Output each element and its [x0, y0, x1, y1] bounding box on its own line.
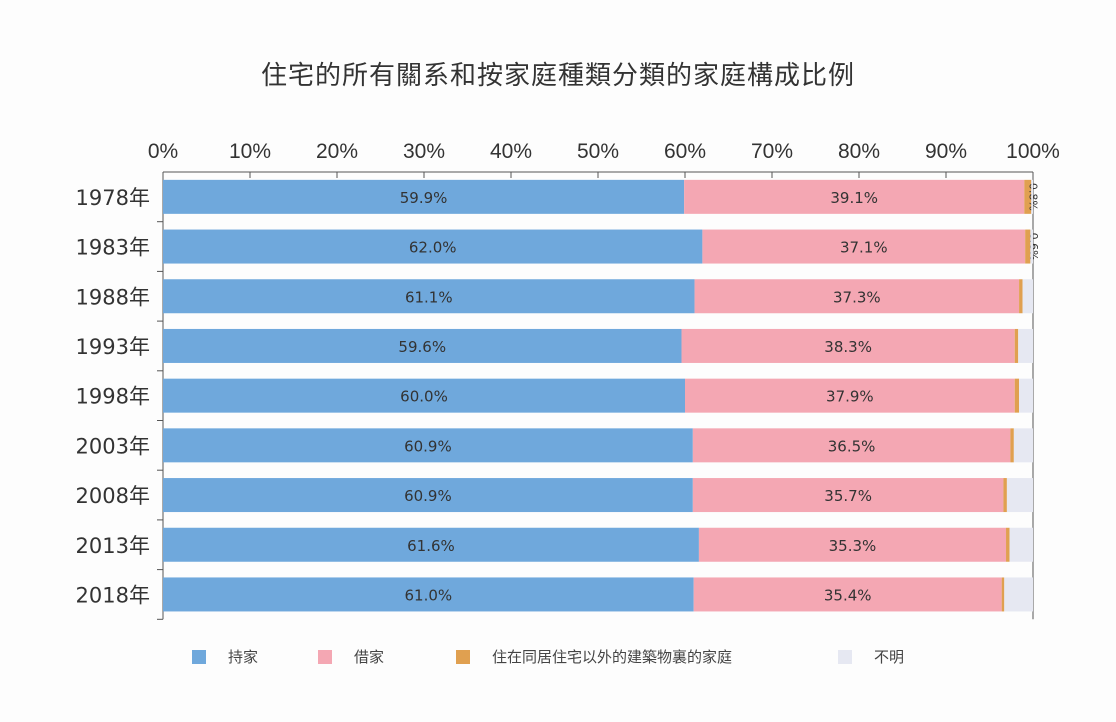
legend-swatch	[318, 649, 332, 664]
bar-1	[702, 229, 1026, 264]
x-tick-label: 70%	[751, 140, 793, 163]
data-label: 59.6%	[398, 338, 446, 356]
bar-0	[163, 527, 699, 562]
data-label: 61.1%	[405, 288, 453, 306]
legend-swatch	[838, 649, 852, 664]
bar-0	[163, 229, 703, 264]
data-label: 62.0%	[409, 239, 457, 257]
bar-1	[692, 478, 1004, 513]
x-tick-label: 40%	[490, 140, 532, 163]
bar-3	[1013, 428, 1033, 463]
y-category-label: 1993年	[76, 335, 150, 359]
x-tick-label: 20%	[316, 140, 358, 163]
legend-label: 持家	[228, 648, 259, 666]
x-tick-label: 100%	[1006, 140, 1060, 163]
legend-item: 借家	[318, 646, 384, 667]
bar-2	[1025, 229, 1031, 264]
data-label: 38.3%	[824, 338, 872, 356]
bar-0	[163, 577, 694, 612]
legend-swatch	[192, 649, 206, 664]
y-category-label: 1978年	[76, 186, 150, 210]
bar-3	[1019, 378, 1033, 413]
y-category-label: 2013年	[76, 534, 150, 558]
legend-label: 住在同居住宅以外的建築物裏的家庭	[492, 648, 733, 666]
data-label: 60.9%	[404, 437, 452, 455]
legend-label: 借家	[354, 648, 385, 666]
x-tick-label: 0%	[148, 140, 178, 163]
bar-1	[684, 179, 1025, 214]
bar-2	[1014, 378, 1020, 413]
data-label: 60.9%	[404, 487, 452, 505]
data-label: 61.6%	[407, 537, 455, 555]
bar-3	[1030, 229, 1033, 264]
x-tick-label: 60%	[664, 140, 706, 163]
bar-1	[681, 328, 1015, 363]
data-label: 61.0%	[405, 586, 453, 604]
legend-label: 不明	[874, 648, 905, 666]
chart-title: 住宅的所有關系和按家庭種類分類的家庭構成比例	[260, 61, 855, 91]
bar-1	[692, 428, 1011, 463]
bar-0	[163, 328, 682, 363]
bar-3	[1018, 328, 1033, 363]
bar-1	[694, 279, 1020, 314]
y-category-label: 2003年	[76, 434, 150, 458]
data-label: 37.3%	[833, 288, 881, 306]
data-label: 35.4%	[824, 586, 872, 604]
bar-2	[1003, 478, 1007, 513]
x-tick-label: 30%	[403, 140, 445, 163]
bar-1	[693, 577, 1002, 612]
bar-0	[163, 179, 685, 214]
y-category-label: 1998年	[76, 385, 150, 409]
bar-1	[685, 378, 1015, 413]
bar-2	[1019, 279, 1023, 314]
x-tick-label: 90%	[925, 140, 967, 163]
bar-3	[1004, 577, 1033, 612]
bar-2	[1006, 527, 1010, 562]
legend-item: 不明	[838, 646, 904, 667]
data-label: 35.3%	[829, 537, 877, 555]
y-category-label: 2018年	[76, 583, 150, 607]
bar-2	[1024, 179, 1032, 214]
bar-2	[1014, 328, 1019, 363]
data-label: 36.5%	[828, 437, 876, 455]
bar-1	[698, 527, 1007, 562]
bar-3	[1006, 478, 1033, 513]
data-label: 39.1%	[830, 189, 878, 207]
y-category-label: 2008年	[76, 484, 150, 508]
bar-2	[1010, 428, 1014, 463]
data-label: 37.9%	[826, 388, 874, 406]
data-label: 60.0%	[400, 388, 448, 406]
data-label: 35.7%	[824, 487, 872, 505]
x-tick-label: 10%	[229, 140, 271, 163]
legend-swatch	[456, 649, 470, 664]
bar-0	[163, 478, 693, 513]
data-label: 59.9%	[400, 189, 448, 207]
x-tick-label: 80%	[838, 140, 880, 163]
bar-3	[1009, 527, 1033, 562]
bar-0	[163, 378, 685, 413]
y-category-label: 1988年	[76, 285, 150, 309]
y-category-label: 1983年	[76, 236, 150, 260]
legend-item: 持家	[192, 646, 258, 667]
bar-0	[163, 428, 693, 463]
bar-2	[1001, 577, 1005, 612]
x-tick-label: 50%	[577, 140, 619, 163]
bar-0	[163, 279, 695, 314]
bar-3	[1031, 179, 1033, 214]
bar-3	[1022, 279, 1033, 314]
data-label: 37.1%	[840, 239, 888, 257]
data-label-small: 0.6%	[1027, 233, 1040, 261]
legend-item: 住在同居住宅以外的建築物裏的家庭	[456, 646, 732, 667]
